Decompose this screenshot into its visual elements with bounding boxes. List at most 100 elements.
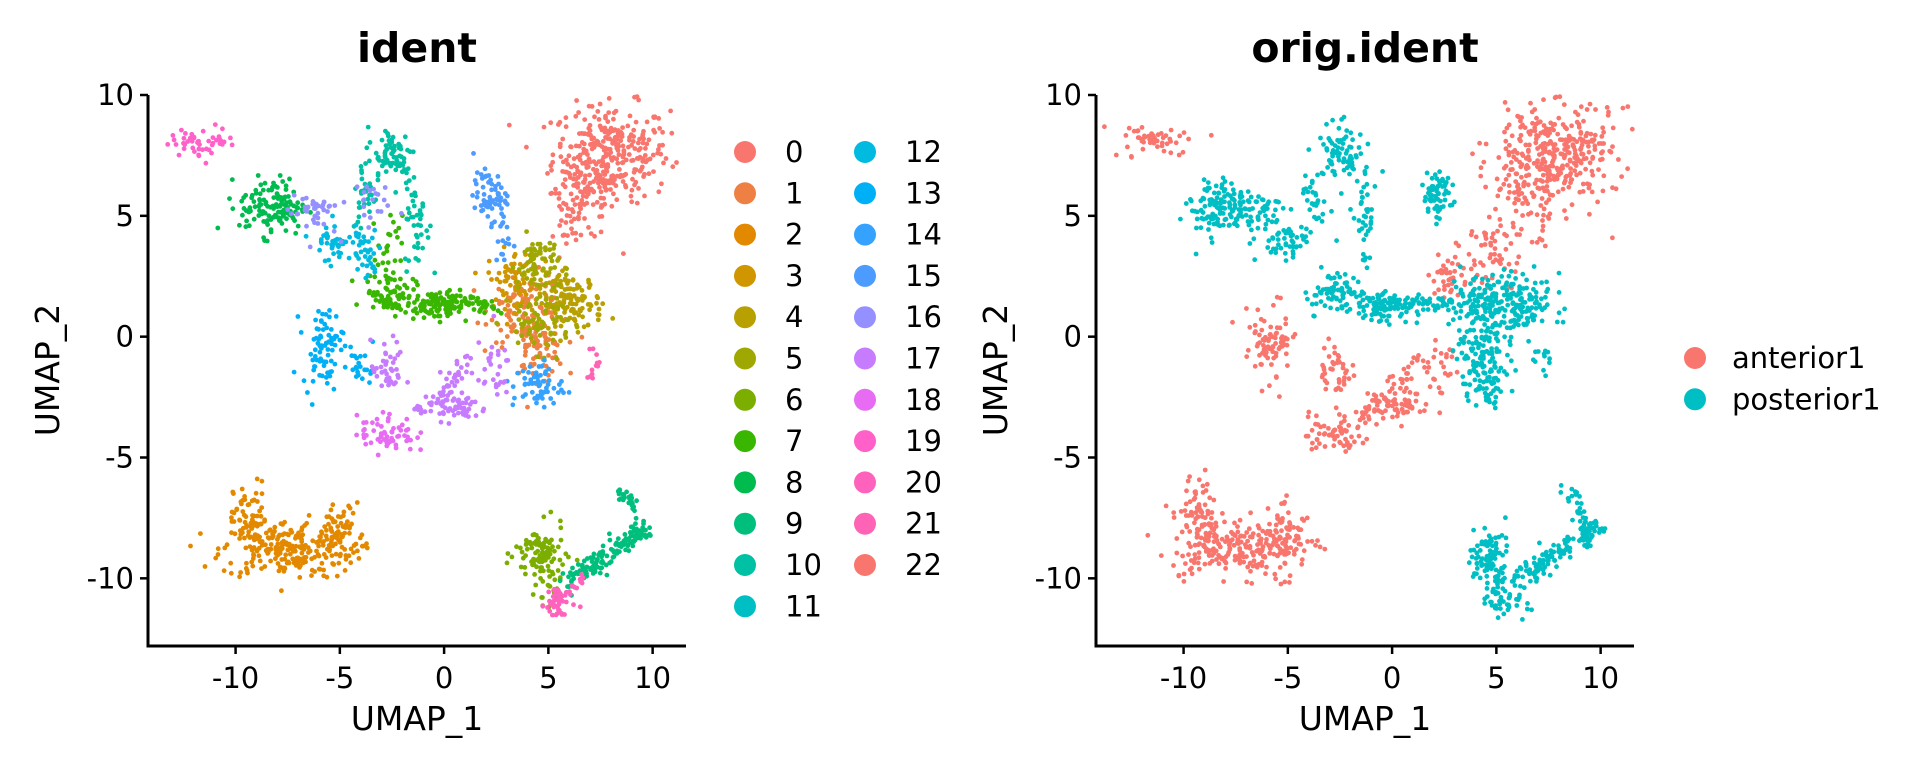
scatter-point bbox=[342, 568, 348, 573]
scatter-point bbox=[316, 203, 321, 209]
scatter-point bbox=[1284, 551, 1290, 556]
scatter-point bbox=[1174, 536, 1180, 541]
scatter-point bbox=[1195, 532, 1200, 538]
scatter-point bbox=[1164, 141, 1170, 147]
scatter-point bbox=[388, 354, 393, 360]
scatter-point bbox=[1510, 167, 1515, 172]
scatter-point bbox=[415, 245, 421, 251]
scatter-point bbox=[242, 535, 247, 541]
scatter-point bbox=[257, 534, 262, 540]
scatter-point bbox=[1610, 185, 1615, 191]
scatter-point bbox=[210, 140, 216, 146]
scatter-point bbox=[607, 136, 612, 142]
scatter-point bbox=[417, 404, 423, 410]
scatter-point bbox=[560, 562, 565, 567]
scatter-point bbox=[1219, 210, 1225, 216]
scatter-point bbox=[520, 299, 525, 305]
scatter-point bbox=[1485, 295, 1491, 301]
scatter-point bbox=[537, 304, 543, 310]
scatter-point bbox=[1586, 185, 1592, 191]
scatter-point bbox=[316, 326, 321, 332]
scatter-point bbox=[354, 412, 360, 418]
scatter-point bbox=[1592, 147, 1598, 152]
scatter-point bbox=[1326, 336, 1332, 342]
scatter-point bbox=[331, 386, 337, 392]
scatter-point bbox=[1567, 158, 1573, 164]
scatter-point bbox=[1483, 231, 1489, 237]
scatter-point bbox=[329, 553, 335, 558]
scatter-point bbox=[613, 183, 619, 189]
scatter-point bbox=[404, 269, 410, 274]
scatter-point bbox=[590, 555, 596, 560]
scatter-point bbox=[428, 301, 433, 307]
scatter-point bbox=[595, 317, 601, 323]
scatter-point bbox=[502, 278, 508, 284]
scatter-point bbox=[603, 115, 608, 121]
scatter-point bbox=[1273, 250, 1279, 256]
scatter-point bbox=[356, 214, 362, 220]
scatter-point bbox=[479, 176, 485, 181]
scatter-point bbox=[1495, 228, 1500, 234]
scatter-point bbox=[492, 219, 497, 225]
scatter-point bbox=[1350, 137, 1355, 143]
scatter-point bbox=[395, 352, 401, 358]
scatter-point bbox=[656, 189, 662, 195]
scatter-point bbox=[1356, 433, 1362, 439]
scatter-point bbox=[1490, 231, 1496, 237]
scatter-point bbox=[390, 270, 396, 276]
scatter-point bbox=[1436, 207, 1442, 213]
scatter-point bbox=[1556, 270, 1562, 276]
scatter-point bbox=[398, 276, 403, 282]
legend-label: 9 bbox=[785, 507, 803, 541]
scatter-point bbox=[575, 562, 581, 567]
scatter-point bbox=[532, 371, 538, 377]
scatter-point bbox=[283, 187, 289, 193]
scatter-point bbox=[1583, 166, 1588, 172]
scatter-point bbox=[504, 193, 510, 199]
scatter-point bbox=[560, 169, 565, 174]
scatter-point bbox=[1299, 224, 1304, 230]
scatter-point bbox=[405, 426, 411, 432]
scatter-point bbox=[406, 178, 412, 184]
scatter-point bbox=[1527, 293, 1533, 299]
scatter-point bbox=[1290, 232, 1295, 238]
scatter-point bbox=[1433, 193, 1438, 199]
scatter-point bbox=[546, 366, 552, 372]
scatter-point bbox=[1485, 325, 1491, 331]
scatter-point bbox=[486, 356, 491, 361]
scatter-point bbox=[361, 234, 367, 240]
scatter-point bbox=[385, 203, 391, 209]
scatter-point bbox=[381, 341, 387, 347]
scatter-point bbox=[1446, 307, 1451, 313]
scatter-point bbox=[1511, 317, 1517, 323]
scatter-point bbox=[1179, 529, 1185, 535]
scatter-point bbox=[1450, 348, 1456, 353]
scatter-point bbox=[1496, 369, 1502, 374]
scatter-point bbox=[1497, 217, 1503, 222]
scatter-point bbox=[512, 395, 517, 401]
scatter-point bbox=[375, 192, 381, 197]
scatter-point bbox=[544, 301, 550, 307]
scatter-point bbox=[1513, 302, 1519, 308]
scatter-point bbox=[1478, 165, 1484, 171]
scatter-point bbox=[1260, 205, 1266, 211]
scatter-point bbox=[582, 173, 588, 179]
scatter-point bbox=[1435, 252, 1441, 258]
scatter-point bbox=[360, 262, 365, 268]
scatter-point bbox=[262, 518, 267, 524]
scatter-point bbox=[375, 173, 381, 178]
scatter-point bbox=[1249, 227, 1254, 233]
scatter-point bbox=[1445, 175, 1451, 181]
scatter-point bbox=[300, 532, 306, 538]
scatter-point bbox=[551, 400, 556, 406]
scatter-point bbox=[542, 357, 547, 363]
scatter-point bbox=[321, 363, 327, 369]
scatter-point bbox=[1586, 149, 1592, 155]
scatter-point bbox=[1245, 347, 1251, 353]
scatter-point bbox=[1625, 104, 1631, 109]
scatter-point bbox=[633, 119, 639, 125]
scatter-point bbox=[276, 215, 282, 221]
scatter-point bbox=[597, 214, 602, 220]
scatter-point bbox=[1456, 328, 1462, 333]
